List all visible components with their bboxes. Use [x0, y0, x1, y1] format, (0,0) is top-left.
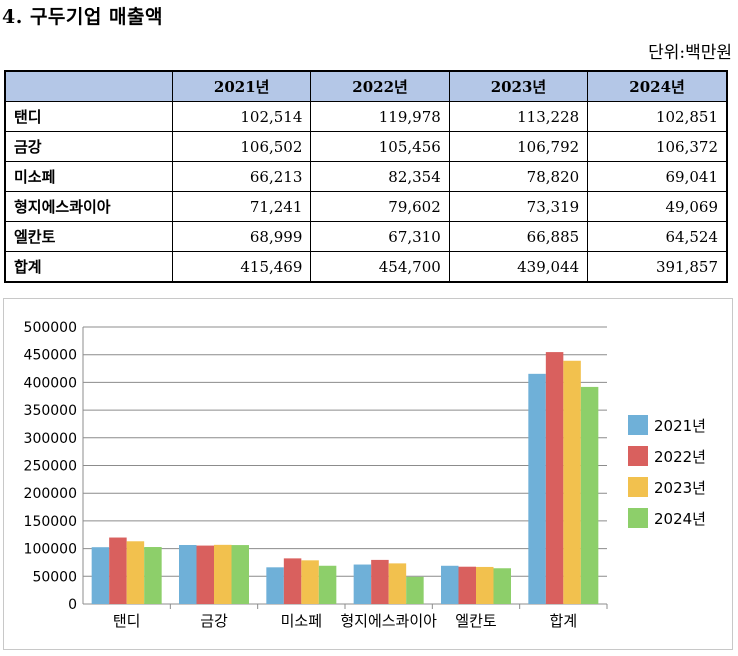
x-tick-label: 금강 — [200, 612, 228, 630]
y-tick-label: 250000 — [24, 459, 77, 475]
x-tick-label: 엘칸토 — [455, 612, 497, 630]
y-tick-label: 100000 — [24, 542, 77, 558]
sales-table: 2021년 2022년 2023년 2024년 탠디 102,514 119,9… — [4, 70, 728, 283]
table-row-total: 합계 415,469 454,700 439,044 391,857 — [4, 251, 728, 283]
bar — [283, 558, 302, 604]
y-tick-label: 150000 — [24, 514, 77, 530]
cell-value: 73,319 — [448, 191, 589, 222]
y-tick-label: 400000 — [24, 375, 77, 391]
legend-swatch — [628, 415, 648, 435]
cell-value: 49,069 — [587, 191, 728, 222]
table-row: 금강 106,502 105,456 106,792 106,372 — [4, 131, 728, 162]
row-name: 탠디 — [4, 101, 173, 132]
table-row: 형지에스콰이아 71,241 79,602 73,319 49,069 — [4, 191, 728, 222]
cell-value: 69,041 — [587, 161, 728, 192]
cell-value: 79,602 — [310, 191, 450, 222]
cell-value: 82,354 — [310, 161, 450, 192]
cell-value: 106,372 — [587, 131, 728, 162]
bar — [441, 565, 459, 604]
y-tick-label: 500000 — [24, 320, 77, 336]
legend-label: 2023년 — [654, 479, 706, 497]
bar — [458, 566, 476, 604]
table-header-row: 2021년 2022년 2023년 2024년 — [4, 70, 728, 102]
legend-swatch — [628, 477, 648, 497]
bar — [493, 568, 511, 604]
cell-value: 415,469 — [171, 251, 312, 283]
y-tick-label: 450000 — [24, 348, 77, 364]
bar — [318, 565, 337, 604]
x-tick-label: 탠디 — [113, 612, 141, 630]
bar — [196, 545, 214, 604]
bar — [476, 566, 494, 604]
cell-value: 71,241 — [171, 191, 312, 222]
cell-value: 66,885 — [448, 221, 589, 252]
cell-value: 113,228 — [448, 101, 589, 132]
cell-value: 391,857 — [587, 251, 728, 283]
bar — [231, 545, 249, 604]
cell-value: 102,514 — [171, 101, 312, 132]
x-tick-label: 형지에스콰이아 — [340, 612, 437, 630]
legend-swatch — [628, 508, 648, 528]
bar — [144, 547, 162, 604]
y-tick-label: 50000 — [32, 569, 77, 585]
cell-value: 106,792 — [448, 131, 589, 162]
cell-value: 454,700 — [310, 251, 450, 283]
row-name: 합계 — [4, 251, 173, 283]
y-tick-label: 200000 — [24, 486, 77, 502]
bar — [371, 559, 389, 604]
cell-value: 78,820 — [448, 161, 589, 192]
bar — [301, 560, 319, 604]
row-name: 금강 — [4, 131, 173, 162]
row-name: 미소페 — [4, 161, 173, 192]
legend-label: 2022년 — [654, 448, 706, 466]
bar — [266, 567, 284, 604]
bar — [179, 544, 197, 604]
legend-label: 2024년 — [654, 510, 706, 528]
cell-value: 439,044 — [448, 251, 589, 283]
unit-label: 단위:백만원 — [648, 43, 732, 63]
table-row: 탠디 102,514 119,978 113,228 102,851 — [4, 101, 728, 132]
header-cell: 2021년 — [171, 70, 312, 102]
bar — [353, 564, 372, 604]
bar — [91, 547, 110, 604]
table-row: 미소페 66,213 82,354 78,820 69,041 — [4, 161, 728, 192]
x-tick-label: 미소페 — [281, 612, 322, 630]
bar — [214, 544, 232, 604]
row-name: 형지에스콰이아 — [4, 191, 173, 222]
table-row: 엘칸토 68,999 67,310 66,885 64,524 — [4, 221, 728, 252]
row-name: 엘칸토 — [4, 221, 173, 252]
bar-chart: 0 50000 100000 150000 200000 250000 300000 3500… — [24, 320, 706, 630]
header-cell: 2023년 — [448, 70, 589, 102]
chart-container: 0 50000 100000 150000 200000 250000 300000 3500… — [3, 298, 733, 650]
cell-value: 67,310 — [310, 221, 450, 252]
bar — [563, 360, 581, 604]
bar — [126, 541, 145, 604]
header-cell: 2022년 — [310, 70, 450, 102]
page-title: 4. 구두기업 매출액 — [2, 6, 163, 28]
cell-value: 66,213 — [171, 161, 312, 192]
legend-swatch — [628, 446, 648, 466]
legend-label: 2021년 — [654, 417, 706, 435]
cell-value: 102,851 — [587, 101, 728, 132]
cell-value: 64,524 — [587, 221, 728, 252]
header-cell: 2024년 — [587, 70, 728, 102]
y-tick-label: 350000 — [24, 403, 77, 419]
header-cell — [4, 70, 173, 102]
y-tick-label: 300000 — [24, 431, 77, 447]
bar — [528, 373, 546, 604]
bar — [109, 537, 127, 604]
bar — [580, 386, 599, 604]
bar — [406, 576, 424, 604]
bar — [545, 352, 564, 604]
cell-value: 119,978 — [310, 101, 450, 132]
x-tick-label: 합계 — [550, 612, 578, 630]
cell-value: 68,999 — [171, 221, 312, 252]
bar — [388, 563, 407, 604]
y-tick-label: 0 — [68, 597, 77, 613]
cell-value: 106,502 — [171, 131, 312, 162]
cell-value: 105,456 — [310, 131, 450, 162]
